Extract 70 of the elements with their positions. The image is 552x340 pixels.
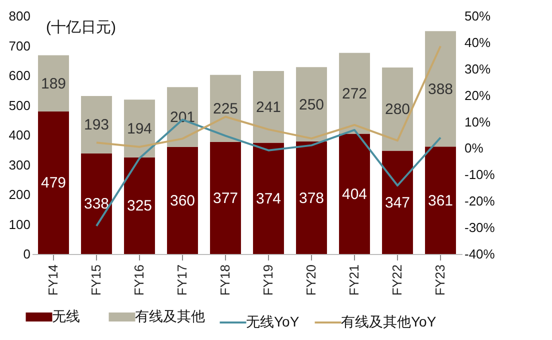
x-tick-label: FY20 xyxy=(304,264,318,296)
annotation: (十亿日元) xyxy=(46,19,116,36)
data-label: 377 xyxy=(212,190,238,207)
data-label: 280 xyxy=(384,101,410,118)
bar xyxy=(38,55,69,112)
data-label: 361 xyxy=(428,192,454,210)
data-label: 250 xyxy=(298,96,324,114)
y-tick-label: 400 xyxy=(8,128,30,142)
x-tick-label: FY14 xyxy=(46,264,60,296)
legend-label: 无线YoY xyxy=(246,314,300,330)
data-label: 272 xyxy=(342,85,368,102)
y2-tick-label: 40% xyxy=(464,34,491,50)
bar xyxy=(253,71,284,143)
bar xyxy=(425,146,456,254)
y-tick-label: 700 xyxy=(8,38,30,54)
y2-tick-label: -20% xyxy=(464,194,496,209)
y2-tick-label: -30% xyxy=(464,220,496,236)
y2-tick-label: 50% xyxy=(464,8,491,24)
legend-label: 有线及其他 xyxy=(135,308,205,324)
y-tick-label: 100 xyxy=(8,216,30,232)
x-tick-label: FY16 xyxy=(132,264,146,296)
y-tick-label: 200 xyxy=(8,187,30,202)
bar xyxy=(339,52,370,134)
bar xyxy=(253,142,284,254)
bar xyxy=(210,142,241,254)
y2-tick-label: 0% xyxy=(464,140,484,156)
data-label: 378 xyxy=(298,190,324,207)
y-tick-label: 500 xyxy=(8,98,30,113)
bar xyxy=(124,157,155,254)
y2-tick-label: 10% xyxy=(464,114,491,130)
y2-tick-label: -40% xyxy=(464,246,496,262)
data-label: 360 xyxy=(170,192,196,210)
data-label: 194 xyxy=(126,120,152,138)
bar xyxy=(296,67,327,142)
data-label: 374 xyxy=(256,190,282,208)
data-label: 388 xyxy=(428,80,454,98)
x-tick-label: FY22 xyxy=(390,264,404,296)
x-tick-label: FY19 xyxy=(260,264,276,296)
data-label: 479 xyxy=(40,174,66,192)
bar xyxy=(296,142,327,254)
bar xyxy=(81,153,112,254)
bar xyxy=(38,112,69,254)
y-tick-label: 800 xyxy=(8,8,30,24)
y-tick-label: 300 xyxy=(8,157,30,172)
legend-label: 有线及其他YoY xyxy=(341,314,437,330)
x-tick-label: FY17 xyxy=(174,264,190,296)
data-label: 404 xyxy=(342,186,368,203)
data-label: 189 xyxy=(40,75,66,92)
x-tick-label: FY15 xyxy=(88,264,104,296)
bar xyxy=(425,31,456,147)
legend-label: 无线 xyxy=(52,308,80,324)
bar xyxy=(167,146,198,254)
bar xyxy=(81,96,112,154)
bar xyxy=(382,67,413,151)
y2-tick-label: 20% xyxy=(464,88,491,103)
data-label: 241 xyxy=(256,98,282,116)
x-tick-label: FY23 xyxy=(432,264,448,296)
x-tick-label: FY21 xyxy=(346,264,362,296)
y-tick-label: 0 xyxy=(23,246,30,262)
bar xyxy=(382,150,413,254)
y2-tick-label: -10% xyxy=(464,167,496,182)
bar xyxy=(339,134,370,254)
data-label: 338 xyxy=(84,196,110,213)
data-label: 225 xyxy=(212,100,238,118)
x-tick-label: FY18 xyxy=(218,264,232,296)
data-label: 325 xyxy=(126,198,152,215)
data-label: 193 xyxy=(84,116,110,134)
data-label: 347 xyxy=(384,194,410,212)
y-tick-label: 600 xyxy=(8,68,30,83)
y2-tick-label: 30% xyxy=(464,61,491,76)
